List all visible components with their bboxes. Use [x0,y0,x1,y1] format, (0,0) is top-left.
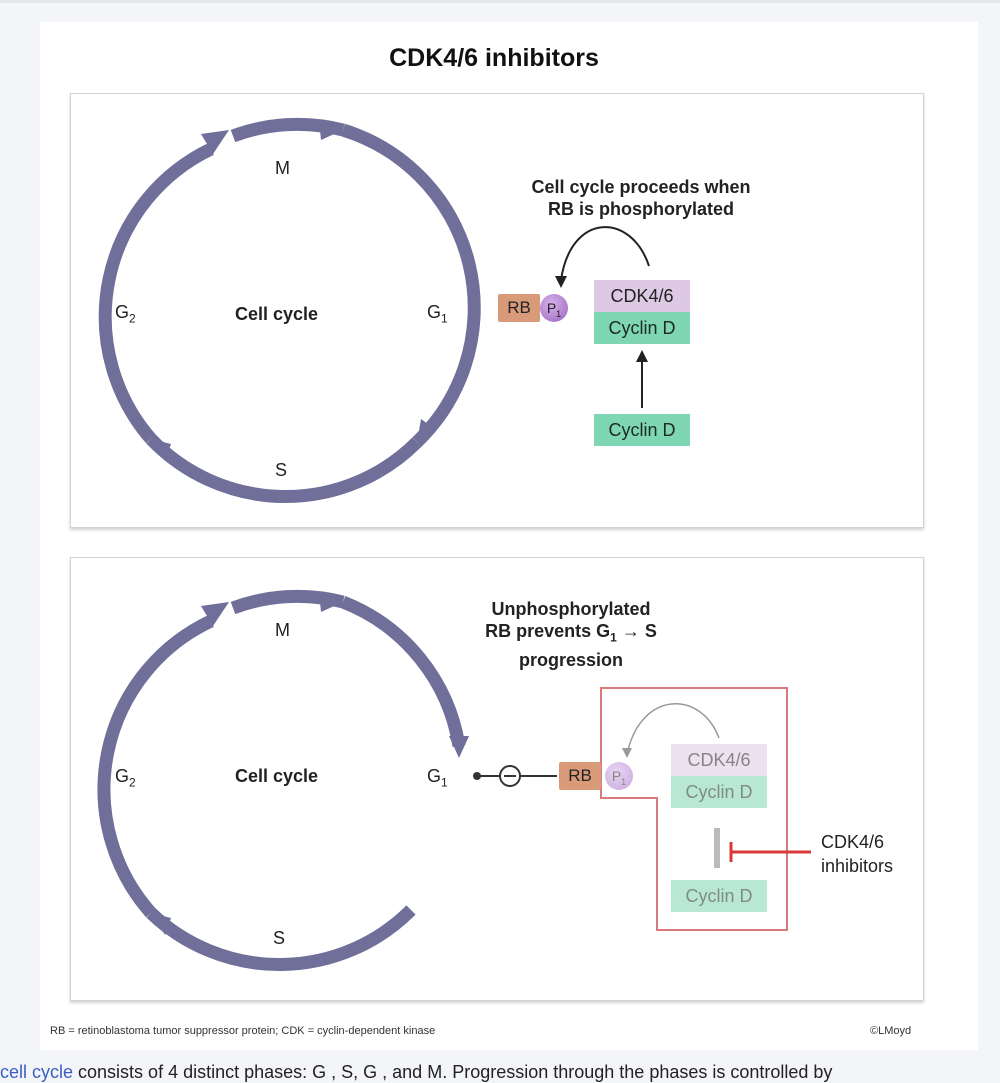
phase-m-label-b: M [275,620,290,640]
cell-cycle-diagram-blocked [97,589,811,971]
cycle-arc-g2-blocked [97,615,214,918]
phase-m-label: M [275,158,290,178]
arrowhead-1 [201,130,229,154]
phase-s-label: S [275,460,288,480]
rb-block-dot [473,772,481,780]
arrowhead-b4 [151,913,171,935]
rb-protein-b: RB [559,762,601,790]
arrowhead-2 [319,120,343,140]
cyclin-d-bound-b: Cyclin D [671,776,767,808]
phosphate-group-b: P1 [605,762,633,790]
cycle-arc-g1 [341,123,481,447]
bottom-note: Unphosphorylated RB prevents G1 → S prog… [485,599,657,670]
cell-cycle-label: Cell cycle [235,304,319,324]
cell-cycle-link[interactable]: cell cycle [0,1062,74,1082]
figure-legend: RB = retinoblastoma tumor suppressor pro… [50,1025,436,1037]
arrowhead-4 [151,439,171,461]
cycle-arc-s-blocked [146,905,416,971]
rb-protein: RB [498,294,540,322]
cyclin-binding-arrowhead [636,350,648,362]
arrowhead-b2 [319,592,343,612]
inactive-complex-box [600,687,788,931]
inactive-phosphorylation-arrowhead [622,748,632,758]
top-border [0,0,1000,3]
cycle-arc-s [146,434,422,503]
arrowhead-b3 [449,736,469,758]
panel-rb-unphosphorylated: M G2 Cell cycle G1 S Unphosphorylated RB… [70,557,924,1001]
phase-g2-label: G2 [115,302,136,326]
phase-g1-label-b: G1 [427,766,448,790]
cyclin-d-free: Cyclin D [594,414,690,446]
cycle-arc-g2 [98,143,214,444]
phase-g2-label-b: G2 [115,766,136,790]
figure-credit: ©LMoyd [870,1025,912,1037]
panel-rb-phosphorylated: M G2 Cell cycle G1 S Cell cycle proceeds… [70,93,924,528]
cell-cycle-diagram [98,117,650,503]
phase-g1-label: G1 [427,302,448,326]
arrowhead-b1 [201,602,229,626]
phosphorylation-arrow [560,226,650,281]
inhibitor-label: CDK4/6 inhibitors [821,832,894,876]
cycle-arc-g1-blocked [340,595,466,748]
cdk46-complex: CDK4/6 [594,280,690,312]
phase-s-label-b: S [273,928,286,948]
cyclin-d-bound: Cyclin D [594,312,690,344]
cell-cycle-label-b: Cell cycle [235,766,319,786]
arrowhead-3 [417,419,435,442]
top-note: Cell cycle proceeds when RB is phosphory… [531,177,751,219]
cdk46-complex-b: CDK4/6 [671,744,767,776]
cyclin-d-free-b: Cyclin D [671,880,767,912]
figure-title: CDK4/6 inhibitors [389,44,599,72]
phosphate-group: P1 [540,294,568,322]
inactive-phosphorylation-arrow [626,703,720,755]
phosphorylation-arrowhead [555,276,567,288]
